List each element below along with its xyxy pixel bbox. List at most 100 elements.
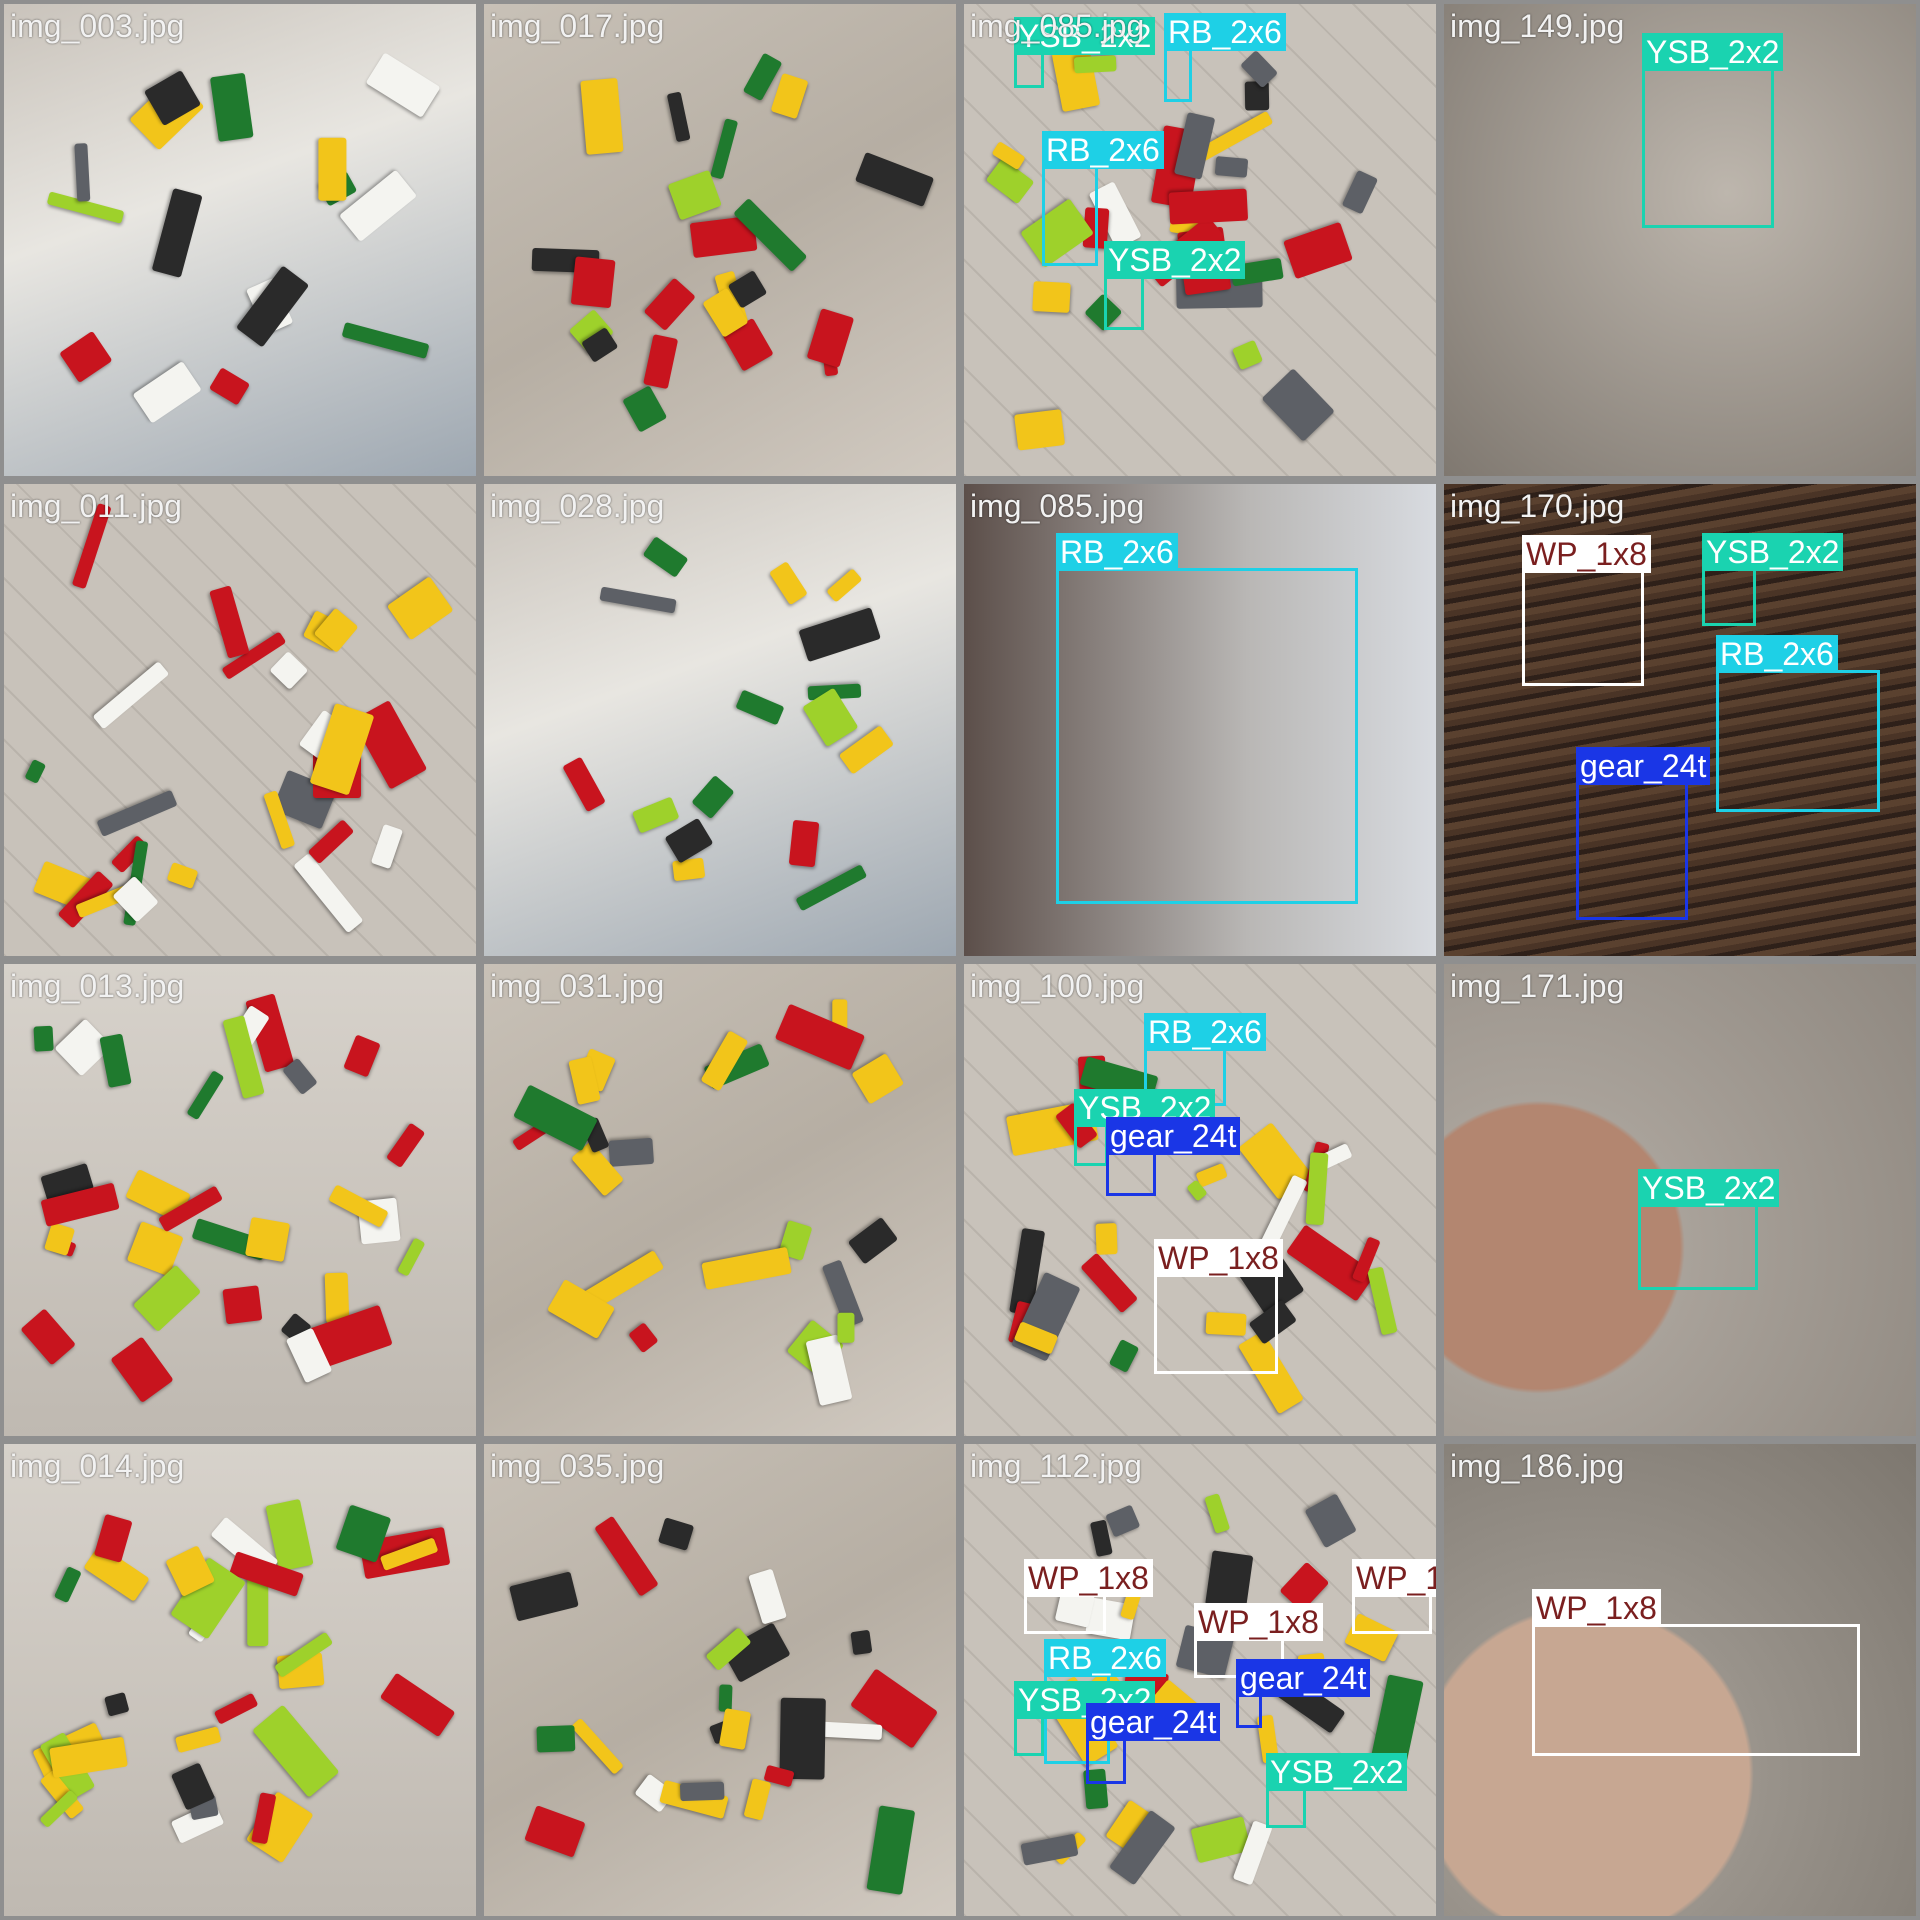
detection-label: YSB_2x2 (1702, 533, 1844, 571)
brick-shape (1105, 1504, 1141, 1538)
brick-shape (1095, 1222, 1118, 1256)
detection-label: gear_24t (1576, 747, 1711, 785)
detection-label: WP_1x8 (1522, 535, 1651, 573)
brick-shape (524, 1804, 587, 1858)
tile-filename: img_017.jpg (490, 8, 665, 44)
brick-shape (691, 774, 735, 819)
brick-shape (174, 1726, 222, 1754)
brick-shape (1370, 1673, 1425, 1766)
brick-shape (1020, 1834, 1079, 1866)
tile-filename: img_085.jpg (970, 488, 1145, 524)
detection-label: RB_2x6 (1164, 13, 1286, 51)
photo-scene (484, 964, 956, 1436)
brick-shape (370, 824, 403, 870)
photo-scene (1444, 4, 1916, 476)
photo-scene (484, 1444, 956, 1916)
image-tile: img_014.jpg (4, 1444, 476, 1916)
image-tile: YSB_2x2 img_149.jpg (1444, 4, 1916, 476)
detection-box: WP_1x8 (1154, 1239, 1283, 1374)
detection-label: YSB_2x2 (1638, 1169, 1780, 1207)
brick-shape (59, 330, 113, 383)
brick-shape (1205, 1550, 1254, 1611)
detection-box: YSB_2x2 (1642, 33, 1784, 228)
brick-shape (132, 360, 202, 424)
brick-shape (54, 1566, 83, 1604)
detection-label: gear_24t (1236, 1659, 1371, 1697)
photo-scene (4, 484, 476, 956)
brick-shape (252, 1704, 340, 1798)
detection-label: WP_1x8 (1194, 1603, 1323, 1641)
brick-shape (343, 1034, 382, 1078)
detection-box: RB_2x6 (1056, 533, 1358, 904)
brick-shape (1173, 111, 1216, 180)
brick-shape (642, 536, 689, 579)
detection-box: RB_2x6 (1164, 13, 1286, 102)
detection-label: YSB_2x2 (1266, 1753, 1408, 1791)
tile-filename: img_170.jpg (1450, 488, 1625, 524)
detection-box: WP_1x8 (1194, 1603, 1323, 1678)
brick-shape (748, 1568, 787, 1625)
image-tile: WP_1x8 img_186.jpg (1444, 1444, 1916, 1916)
detection-label: YSB_2x2 (1104, 241, 1246, 279)
brick-shape (1341, 169, 1379, 215)
detection-box: YSB_2x2 (1638, 1169, 1780, 1290)
detection-box: RB_2x6 (1044, 1639, 1166, 1764)
image-tile: RB_2x6 YSB_2x2 gear_24t WP_1x8 img_100.jpg (964, 964, 1436, 1436)
tile-filename: img_028.jpg (490, 488, 665, 524)
brick-shape (608, 1137, 655, 1167)
brick-shape (1215, 156, 1249, 179)
detection-label: RB_2x6 (1716, 635, 1838, 673)
brick-shape (642, 333, 678, 390)
detection-box: RB_2x6 (1144, 1013, 1266, 1106)
brick-shape (826, 568, 863, 603)
detection-label: YSB_2x2 (1642, 33, 1784, 71)
brick-shape (1305, 1151, 1328, 1226)
brick-shape (236, 265, 310, 348)
detection-label: YSB_2x2 (1014, 17, 1156, 55)
brick-shape (324, 1272, 350, 1323)
detection-box: WP_1x8 (1522, 535, 1651, 686)
brick-shape (341, 321, 431, 360)
detection-label: gear_24t (1106, 1117, 1241, 1155)
detection-label: RB_2x6 (1044, 1639, 1166, 1677)
brick-shape (778, 1697, 826, 1780)
brick-shape (293, 852, 364, 933)
image-tile: YSB_2x2 img_171.jpg (1444, 964, 1916, 1436)
tile-filename: img_014.jpg (10, 1448, 185, 1484)
brick-shape (1232, 339, 1264, 371)
brick-shape (621, 385, 667, 434)
brick-shape (769, 561, 809, 606)
tile-filename: img_171.jpg (1450, 968, 1625, 1004)
brick-shape (386, 576, 454, 641)
detection-label: RB_2x6 (1144, 1013, 1266, 1051)
image-tile: img_017.jpg (484, 4, 956, 476)
brick-shape (97, 789, 178, 837)
detection-label: WP_1x8 (1532, 1589, 1661, 1627)
brick-shape (788, 819, 819, 868)
detection-label: RB_2x6 (1042, 131, 1164, 169)
brick-shape (1108, 1338, 1140, 1374)
detection-box: YSB_2x2 (1074, 1089, 1216, 1166)
brick-shape (666, 91, 691, 143)
tile-filename: img_100.jpg (970, 968, 1145, 1004)
photo-scene (4, 964, 476, 1436)
brick-shape (1244, 80, 1270, 111)
brick-shape (508, 1570, 579, 1622)
brick-shape (24, 758, 47, 784)
tile-filename: img_013.jpg (10, 968, 185, 1004)
brick-shape (735, 689, 785, 726)
brick-shape (1261, 368, 1336, 443)
tile-filename: img_112.jpg (970, 1448, 1142, 1484)
detection-box: YSB_2x2 (1702, 533, 1844, 626)
brick-shape (851, 1053, 905, 1105)
brick-shape (93, 1513, 133, 1563)
photo-scene (484, 484, 956, 956)
brick-shape (743, 1778, 772, 1821)
detection-box: gear_24t (1086, 1703, 1221, 1784)
brick-shape (73, 143, 91, 203)
brick-shape (570, 256, 617, 309)
brick-shape (799, 607, 882, 663)
brick-shape (1167, 189, 1248, 225)
brick-shape (770, 72, 809, 120)
tile-filename: img_186.jpg (1450, 1448, 1625, 1484)
